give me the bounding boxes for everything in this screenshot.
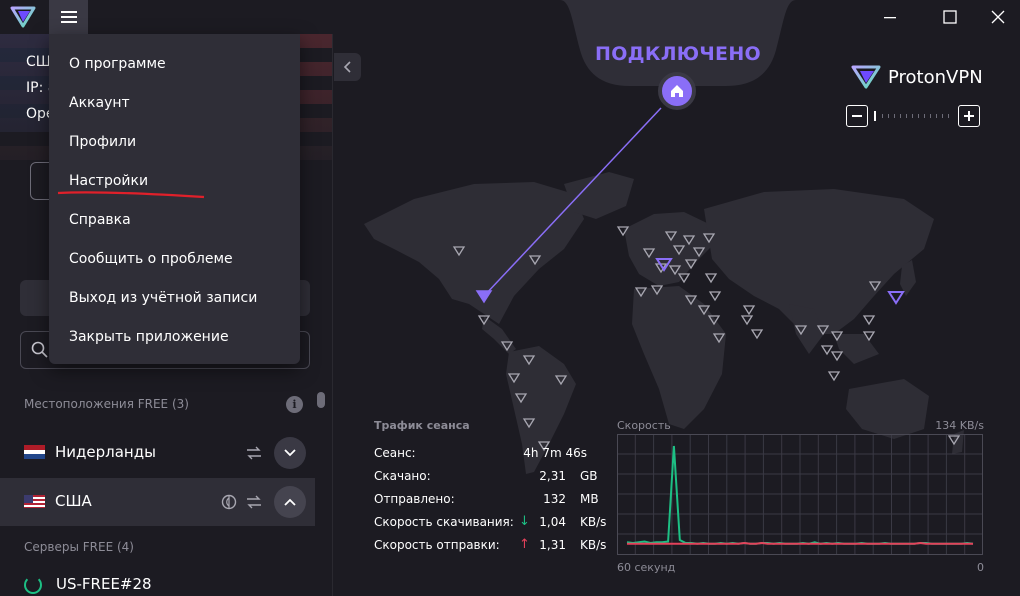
home-marker[interactable] — [658, 72, 696, 110]
stat-value: 1,31 — [539, 538, 566, 552]
tor-icon[interactable] — [220, 493, 238, 511]
zoom-in-button[interactable] — [958, 105, 980, 127]
server-name: US-FREE#28 — [56, 575, 152, 593]
title-bar — [0, 0, 1020, 34]
menu-item-about[interactable]: О программе — [69, 55, 166, 72]
close-icon — [991, 10, 1005, 24]
collapse-button[interactable] — [274, 486, 306, 518]
minus-icon — [852, 115, 862, 117]
menu-item-profiles[interactable]: Профили — [69, 133, 137, 150]
chevron-up-icon — [284, 498, 296, 506]
chevron-left-icon — [343, 61, 351, 73]
stat-label: Скорость скачивания: — [374, 515, 514, 529]
locations-label: Местоположения FREE (3) — [24, 397, 189, 411]
chart-max-label: 134 KB/s — [935, 419, 984, 432]
speed-chart — [617, 434, 983, 555]
stat-label: Сеанс: — [374, 446, 416, 460]
scrollbar-thumb[interactable] — [317, 392, 325, 408]
stat-value: 4h 7m 46s — [523, 446, 587, 460]
stat-unit: GB — [580, 469, 598, 483]
connection-status: ПОДКЛЮЧЕНО — [595, 43, 761, 65]
hamburger-menu-button[interactable] — [49, 0, 88, 34]
close-button[interactable] — [975, 0, 1020, 34]
country-row-usa[interactable]: США — [0, 478, 315, 526]
stat-label: Скачано: — [374, 469, 431, 483]
expand-button[interactable] — [274, 437, 306, 469]
stat-unit: KB/s — [580, 515, 607, 529]
menu-item-help[interactable]: Справка — [69, 211, 131, 228]
minimize-icon — [884, 17, 896, 19]
provider-text: Ope — [26, 106, 55, 122]
connected-country: СШ — [26, 54, 51, 70]
zoom-out-button[interactable] — [846, 105, 868, 127]
chart-x-max-label: 0 — [977, 561, 984, 574]
zoom-slider[interactable] — [874, 110, 954, 122]
country-name: США — [55, 492, 92, 510]
stat-unit: KB/s — [580, 538, 607, 552]
ip-address: IP: 8 — [26, 80, 57, 96]
stat-label: Скорость отправки: — [374, 538, 500, 552]
red-underline-annotation — [57, 191, 205, 199]
menu-item-account[interactable]: Аккаунт — [69, 94, 130, 111]
server-row[interactable]: US-FREE#28 — [0, 570, 315, 596]
chevron-down-icon — [284, 449, 296, 457]
maximize-button[interactable] — [927, 0, 973, 34]
protonvpn-logo-icon — [851, 65, 881, 89]
cycle-icon[interactable] — [245, 444, 263, 462]
country-name: Нидерланды — [55, 443, 156, 461]
status-tab — [560, 0, 796, 86]
upload-arrow-icon: ↑ — [519, 537, 530, 552]
hamburger-icon — [60, 11, 77, 23]
cycle-icon[interactable] — [245, 493, 263, 511]
maximize-icon — [943, 10, 957, 24]
chart-x-min-label: 60 секунд — [617, 561, 676, 574]
stat-value: 132 — [543, 492, 566, 506]
menu-item-exit[interactable]: Закрыть приложение — [69, 328, 229, 345]
stat-label: Отправлено: — [374, 492, 455, 506]
upload-speed-line — [627, 541, 973, 545]
servers-label: Серверы FREE (4) — [24, 540, 134, 554]
chart-title: Скорость — [617, 419, 671, 432]
stat-value: 1,04 — [539, 515, 566, 529]
menu-item-logout[interactable]: Выход из учётной записи — [69, 289, 258, 306]
menu-item-report-problem[interactable]: Сообщить о проблеме — [69, 250, 233, 267]
stat-unit: MB — [580, 492, 599, 506]
protonvpn-logo-icon — [10, 6, 36, 28]
home-icon — [671, 85, 683, 97]
brand: ProtonVPN — [851, 64, 983, 90]
brand-name: ProtonVPN — [888, 66, 983, 88]
stat-value: 2,31 — [539, 469, 566, 483]
collapse-sidebar-button[interactable] — [334, 53, 361, 81]
plus-icon — [964, 111, 974, 121]
usa-flag-icon — [24, 494, 45, 508]
stats-title: Трафик сеанса — [374, 419, 470, 432]
menu-item-settings[interactable]: Настройки — [69, 172, 149, 189]
main-menu-dropdown: О программе Аккаунт Профили Настройки Сп… — [49, 34, 300, 364]
minimize-button[interactable] — [867, 0, 913, 34]
info-icon[interactable]: i — [286, 396, 303, 413]
country-row-netherlands[interactable]: Нидерланды — [0, 429, 315, 477]
netherlands-flag-icon — [24, 445, 45, 459]
server-load-icon — [24, 576, 42, 594]
download-arrow-icon: ↓ — [519, 514, 530, 529]
search-icon — [31, 341, 48, 358]
